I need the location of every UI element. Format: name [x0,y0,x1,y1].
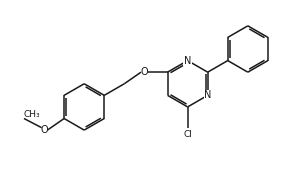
Text: N: N [204,90,211,100]
Text: Cl: Cl [183,130,192,139]
Text: N: N [184,56,191,66]
Text: O: O [40,125,48,135]
Text: O: O [141,67,148,77]
Text: CH₃: CH₃ [24,110,41,119]
